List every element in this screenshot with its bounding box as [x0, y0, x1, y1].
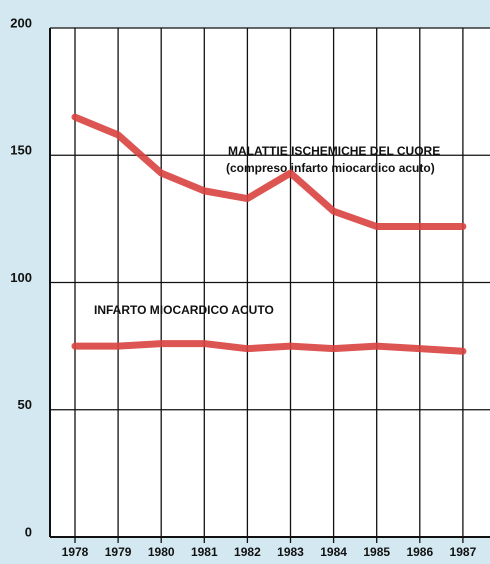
- annotation: INFARTO MIOCARDICO ACUTO: [94, 303, 274, 317]
- x-tick-label: 1984: [320, 545, 347, 559]
- y-tick-label: 200: [10, 15, 32, 30]
- x-tick-label: 1985: [363, 545, 390, 559]
- x-tick-label: 1983: [277, 545, 304, 559]
- y-tick-label: 0: [25, 524, 32, 539]
- y-tick-label: 50: [18, 397, 32, 412]
- x-tick-label: 1981: [191, 545, 218, 559]
- series-line: [71, 113, 467, 231]
- y-tick-label: 150: [10, 143, 32, 158]
- y-tick-label: 100: [10, 270, 32, 285]
- series-line: [71, 340, 467, 355]
- annotation: (compreso infarto miocardico acuto): [226, 161, 435, 175]
- x-tick-label: 1986: [406, 545, 433, 559]
- x-tick-label: 1982: [234, 545, 261, 559]
- x-tick-label: 1979: [105, 545, 132, 559]
- x-tick-label: 1987: [450, 545, 477, 559]
- x-tick-label: 1978: [62, 545, 89, 559]
- x-tick-label: 1980: [148, 545, 175, 559]
